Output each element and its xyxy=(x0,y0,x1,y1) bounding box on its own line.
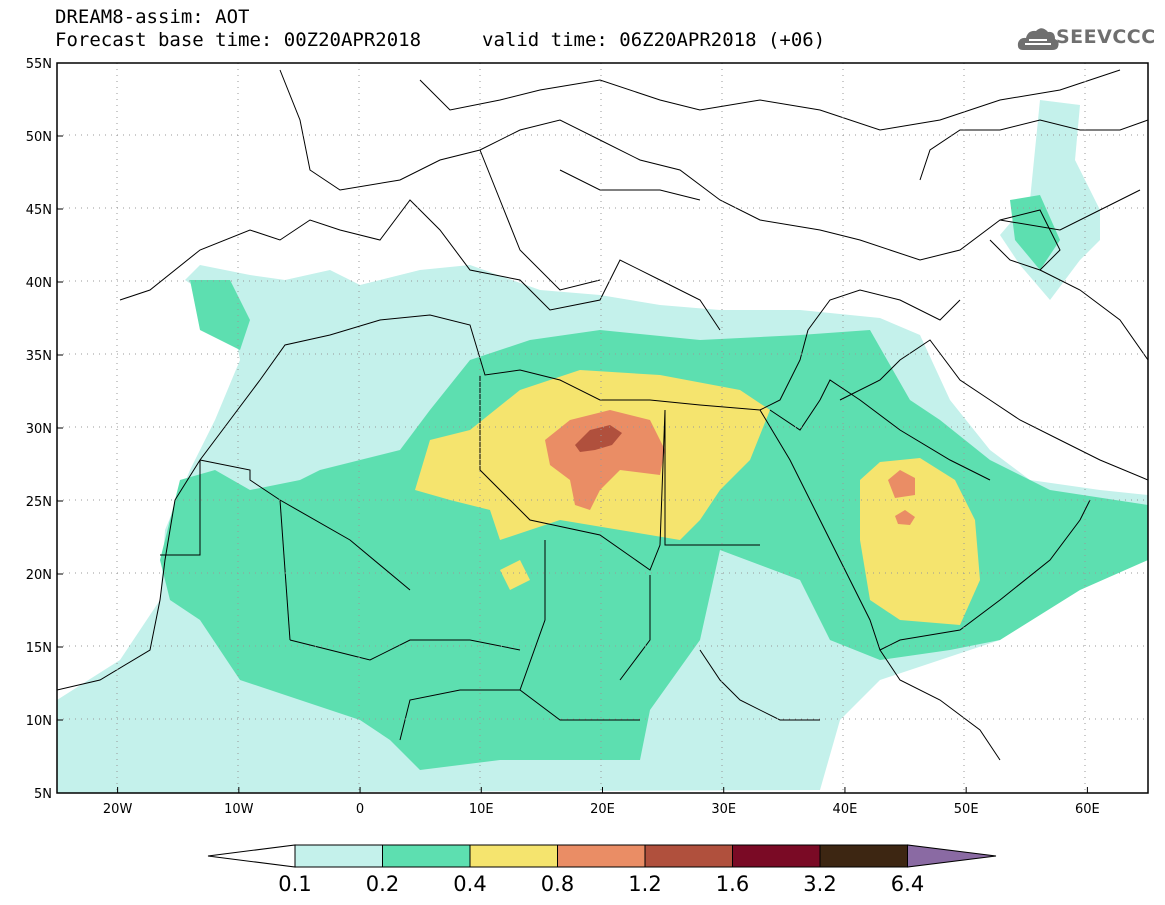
lat-label: 35N xyxy=(26,349,52,364)
colorbar-label: 0.8 xyxy=(540,872,575,896)
lat-label: 15N xyxy=(26,641,52,656)
colorbar-label: 3.2 xyxy=(803,872,837,896)
colorbar-label: 1.2 xyxy=(628,872,662,896)
lon-label: 40E xyxy=(833,802,858,817)
lon-label: 30E xyxy=(711,802,736,817)
colorbar-segment xyxy=(469,844,558,868)
lat-label: 40N xyxy=(26,276,52,291)
lat-label: 10N xyxy=(26,714,52,729)
coastlines xyxy=(57,69,1148,761)
lon-label: 10E xyxy=(469,802,494,817)
colorbar-label: 1.6 xyxy=(715,872,750,896)
model-title: DREAM8-assim: AOT xyxy=(55,6,250,28)
lat-label: 5N xyxy=(34,787,52,802)
colorbar xyxy=(207,844,997,868)
colorbar-segment xyxy=(294,844,383,868)
colorbar-high-arrow xyxy=(907,844,997,868)
lat-label: 45N xyxy=(26,203,52,218)
colorbar-label: 0.2 xyxy=(365,872,400,896)
aot-level-0.8 xyxy=(545,410,915,525)
logo-text: SEEVCCC xyxy=(1056,26,1156,48)
lon-label: 50E xyxy=(954,802,979,817)
lon-label: 10W xyxy=(224,802,254,817)
aot-level-0.2 xyxy=(160,195,1148,770)
lat-label: 50N xyxy=(26,130,52,145)
lon-label: 20W xyxy=(103,802,133,817)
lon-label: 20E xyxy=(590,802,615,817)
colorbar-low-arrow xyxy=(207,844,296,868)
lat-label: 55N xyxy=(26,57,52,72)
colorbar-segment xyxy=(557,844,646,868)
valid-time: valid time: 06Z20APR2018 (+06) xyxy=(482,29,826,51)
lon-label: 0 xyxy=(356,802,364,817)
aot-level-1.2 xyxy=(575,425,622,452)
lat-axis: 55N 50N 45N 40N 35N 30N 25N 20N 15N 10N 5N xyxy=(26,57,63,802)
colorbar-label: 0.4 xyxy=(453,872,487,896)
cloud-logo-icon xyxy=(1017,28,1059,50)
colorbar-segment xyxy=(732,844,821,868)
lon-axis: 20W 10W 0 10E 20E 30E 40E 50E 60E xyxy=(103,787,1100,817)
lat-label: 20N xyxy=(26,568,52,583)
lat-label: 30N xyxy=(26,422,52,437)
lon-label: 60E xyxy=(1075,802,1100,817)
base-time: Forecast base time: 00Z20APR2018 xyxy=(55,29,422,51)
lat-label: 25N xyxy=(26,495,52,510)
colorbar-segment xyxy=(644,844,733,868)
colorbar-segment xyxy=(382,844,471,868)
aot-fields xyxy=(57,100,1148,793)
colorbar-label: 0.1 xyxy=(278,872,312,896)
colorbar-segment xyxy=(819,844,908,868)
colorbar-label: 6.4 xyxy=(890,872,925,896)
